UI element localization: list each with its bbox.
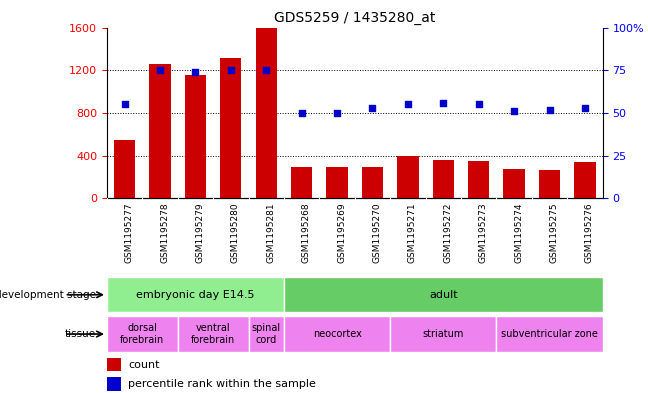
Text: subventricular zone: subventricular zone	[501, 329, 598, 339]
Bar	[539, 170, 560, 198]
Text: ventral
forebrain: ventral forebrain	[191, 323, 235, 345]
Bar	[107, 316, 178, 352]
Text: GSM1195271: GSM1195271	[408, 202, 417, 263]
Point	[402, 101, 413, 108]
Bar	[503, 169, 525, 198]
Point	[509, 108, 519, 114]
Text: GSM1195268: GSM1195268	[302, 202, 310, 263]
Point	[191, 69, 201, 75]
Bar	[249, 316, 284, 352]
Point	[297, 110, 307, 116]
Text: GSM1195275: GSM1195275	[550, 202, 559, 263]
Text: embryonic day E14.5: embryonic day E14.5	[136, 290, 255, 300]
Text: GSM1195269: GSM1195269	[337, 202, 346, 263]
Bar	[574, 162, 596, 198]
Bar	[185, 75, 206, 198]
Text: development stage: development stage	[0, 290, 97, 300]
Bar	[468, 160, 489, 198]
Text: GSM1195273: GSM1195273	[479, 202, 488, 263]
Bar	[107, 358, 121, 371]
Bar	[433, 160, 454, 198]
Text: GSM1195281: GSM1195281	[266, 202, 275, 263]
Bar	[107, 377, 121, 391]
Bar	[291, 167, 312, 198]
Point	[226, 67, 236, 73]
Bar	[496, 316, 603, 352]
Point	[119, 101, 130, 108]
Text: count: count	[128, 360, 159, 369]
Text: GSM1195279: GSM1195279	[196, 202, 204, 263]
Text: GSM1195270: GSM1195270	[373, 202, 382, 263]
Text: GSM1195276: GSM1195276	[585, 202, 594, 263]
Bar	[284, 316, 390, 352]
Text: percentile rank within the sample: percentile rank within the sample	[128, 379, 316, 389]
Bar	[390, 316, 496, 352]
Point	[367, 105, 378, 111]
Text: GSM1195274: GSM1195274	[514, 202, 523, 263]
Text: adult: adult	[429, 290, 457, 300]
Point	[261, 67, 272, 73]
Text: tissue: tissue	[65, 329, 97, 339]
Point	[474, 101, 484, 108]
Bar	[397, 156, 419, 198]
Text: GSM1195272: GSM1195272	[443, 202, 452, 263]
Text: GSM1195278: GSM1195278	[160, 202, 169, 263]
Bar	[327, 167, 348, 198]
Point	[438, 99, 448, 106]
Point	[544, 107, 555, 113]
Bar	[114, 140, 135, 198]
Bar	[362, 167, 383, 198]
Bar	[255, 28, 277, 198]
Point	[332, 110, 342, 116]
Text: GSM1195277: GSM1195277	[124, 202, 133, 263]
Text: striatum: striatum	[422, 329, 464, 339]
Title: GDS5259 / 1435280_at: GDS5259 / 1435280_at	[274, 11, 435, 25]
Text: dorsal
forebrain: dorsal forebrain	[120, 323, 165, 345]
Bar	[107, 277, 284, 312]
Text: spinal
cord: spinal cord	[251, 323, 281, 345]
Point	[580, 105, 590, 111]
Text: GSM1195280: GSM1195280	[231, 202, 240, 263]
Bar	[150, 64, 170, 198]
Bar	[284, 277, 603, 312]
Bar	[220, 59, 242, 198]
Point	[155, 67, 165, 73]
Text: neocortex: neocortex	[312, 329, 362, 339]
Bar	[178, 316, 249, 352]
